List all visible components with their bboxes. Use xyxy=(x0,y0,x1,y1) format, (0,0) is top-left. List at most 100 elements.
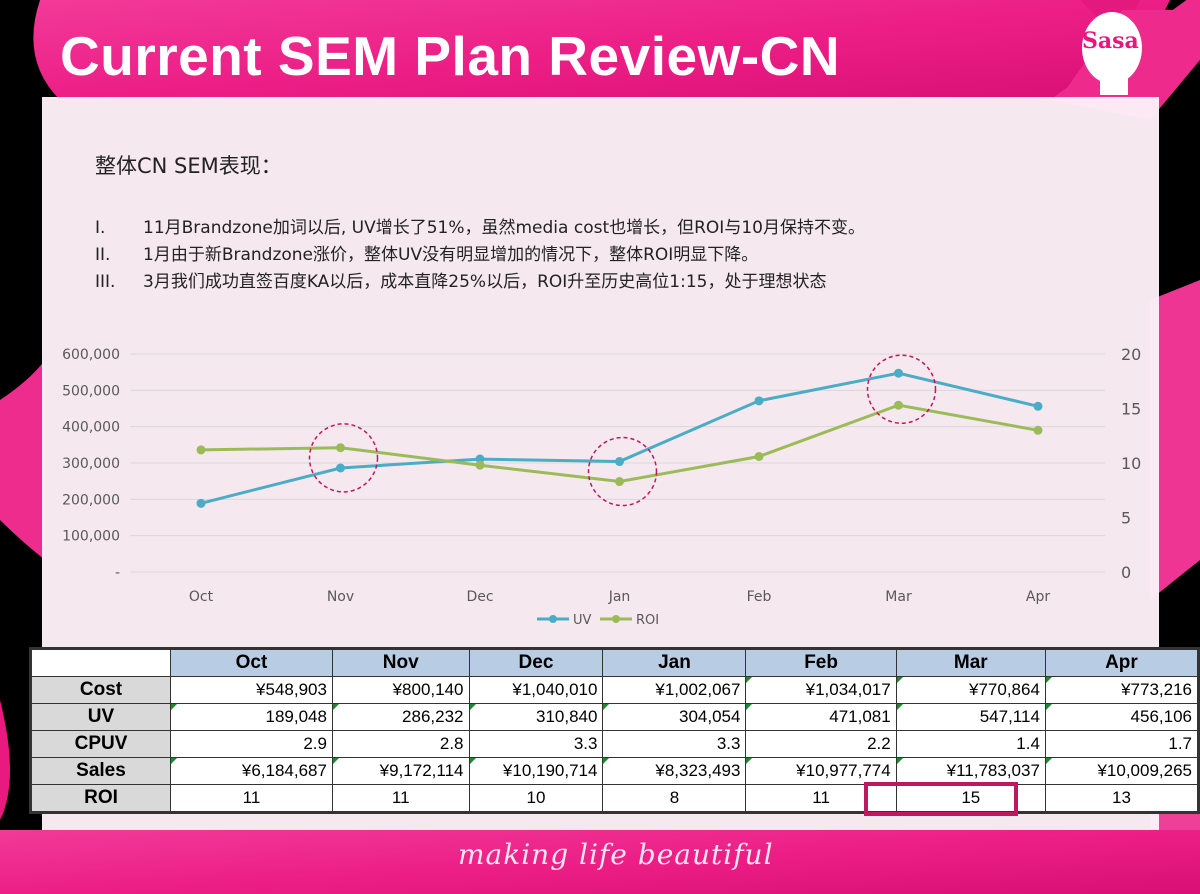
column-header: Jan xyxy=(602,648,747,677)
x-axis-tick: Jan xyxy=(608,589,631,605)
x-axis-tick: Dec xyxy=(466,589,493,605)
roi-data-point xyxy=(475,460,485,470)
legend-label: ROI xyxy=(636,613,659,628)
table-cell: ¥548,903 xyxy=(169,676,333,704)
table-cell: ¥1,002,067 xyxy=(602,676,747,704)
uv-data-point xyxy=(1033,401,1043,411)
error-flag-icon xyxy=(896,758,903,764)
error-flag-icon xyxy=(603,758,610,764)
x-axis-tick: Oct xyxy=(189,589,214,605)
table-corner xyxy=(30,648,171,677)
annotation-dashed-circle xyxy=(587,436,658,507)
column-header: Dec xyxy=(468,648,604,677)
roi-data-point xyxy=(894,400,903,410)
tagline: making life beautiful xyxy=(458,838,774,871)
table-cell: 3.3 xyxy=(468,730,604,758)
table-cell: 304,054 xyxy=(602,703,747,731)
logo-text: Sasa xyxy=(1082,28,1139,54)
error-flag-icon xyxy=(332,704,339,710)
table-cell: 1.7 xyxy=(1044,730,1200,758)
table-cell: 189,048 xyxy=(169,703,333,731)
right-axis-tick: 0 xyxy=(1121,563,1131,582)
error-flag-icon xyxy=(332,758,339,764)
bullet-text: 1月由于新Brandzone涨价，整体UV没有明显增加的情况下，整体ROI明显下… xyxy=(143,245,759,265)
column-header: Nov xyxy=(331,648,470,677)
bullet-text: 11月Brandzone加词以后, UV增长了51%，虽然media cost也… xyxy=(143,218,865,238)
roi-data-point xyxy=(615,477,624,487)
table-cell: 456,106 xyxy=(1044,703,1200,731)
highlight-box-mar-roi xyxy=(864,782,1018,816)
table-cell: ¥1,040,010 xyxy=(468,676,604,704)
table-cell: 547,114 xyxy=(895,703,1046,731)
roi-data-point xyxy=(196,445,206,455)
right-axis-tick: 10 xyxy=(1121,454,1141,473)
table-cell: 8 xyxy=(602,784,747,813)
table-cell: 2.2 xyxy=(745,730,897,758)
error-flag-icon xyxy=(1045,758,1052,764)
table-cell: 3.3 xyxy=(602,730,747,758)
error-flag-icon xyxy=(469,704,476,710)
table-cell: ¥773,216 xyxy=(1044,676,1200,704)
table-cell: 10 xyxy=(468,784,604,813)
row-header: UV xyxy=(30,703,171,731)
annotation-dashed-circle xyxy=(866,354,937,424)
error-flag-icon xyxy=(469,758,476,764)
table-cell: ¥10,190,714 xyxy=(468,757,604,785)
bullet-item: III. 3月我们成功直签百度KA以后，成本直降25%以后，ROI升至历史高位1… xyxy=(95,269,865,296)
column-header: Feb xyxy=(745,648,897,677)
row-header: Cost xyxy=(30,676,171,704)
table-row: UV 189,048 286,232 310,840 304,054 471,081 547… xyxy=(30,703,1200,731)
left-axis-tick: 200,000 xyxy=(62,492,120,508)
table-cell: ¥11,783,037 xyxy=(895,757,1046,785)
bullet-item: II. 1月由于新Brandzone涨价，整体UV没有明显增加的情况下，整体RO… xyxy=(95,242,865,269)
table-row: CPUV 2.9 2.8 3.3 3.3 2.2 1.4 1.7 xyxy=(30,730,1200,758)
table-row: Sales ¥6,184,687 ¥9,172,114 ¥10,190,714 ¥8,3… xyxy=(30,757,1200,785)
x-axis-tick: Feb xyxy=(747,589,772,605)
row-header: ROI xyxy=(30,784,171,813)
error-flag-icon xyxy=(746,704,753,710)
roi-data-point xyxy=(754,451,764,461)
table-cell: 11 xyxy=(745,784,897,813)
bullet-text: 3月我们成功直签百度KA以后，成本直降25%以后，ROI升至历史高位1:15，处… xyxy=(143,272,827,292)
sem-metrics-table: Oct Nov Dec Jan Feb Mar Apr Cost ¥548,903 ¥800,1… xyxy=(29,647,1200,814)
section-heading: 整体CN SEM表现： xyxy=(95,154,282,178)
table-cell: ¥8,323,493 xyxy=(602,757,747,785)
row-header: CPUV xyxy=(30,730,171,758)
uv-data-point xyxy=(615,457,624,467)
error-flag-icon xyxy=(603,704,610,710)
error-flag-icon xyxy=(170,758,177,764)
table-cell: 2.9 xyxy=(169,730,333,758)
x-axis-tick: Apr xyxy=(1026,589,1050,605)
legend-label: UV xyxy=(573,613,592,628)
table-cell: ¥10,009,265 xyxy=(1044,757,1200,785)
right-axis-tick: 5 xyxy=(1121,509,1131,528)
table-cell: 1.4 xyxy=(895,730,1046,758)
table-cell: ¥800,140 xyxy=(331,676,470,704)
right-axis-tick: 15 xyxy=(1121,400,1141,419)
left-axis-tick: 300,000 xyxy=(62,456,120,472)
column-header: Mar xyxy=(895,648,1046,677)
table-cell: 286,232 xyxy=(331,703,470,731)
table-cell: 310,840 xyxy=(468,703,604,731)
right-axis-tick: 20 xyxy=(1121,345,1141,364)
bullet-number: III. xyxy=(95,272,116,292)
left-axis-tick: - xyxy=(115,565,120,581)
roi-data-point xyxy=(1033,425,1043,435)
left-axis-tick: 600,000 xyxy=(62,347,120,363)
table-cell: ¥9,172,114 xyxy=(331,757,470,785)
error-flag-icon xyxy=(170,704,177,710)
bullet-number: II. xyxy=(95,245,111,265)
annotation-dashed-circle xyxy=(308,423,379,493)
table-cell: ¥6,184,687 xyxy=(169,757,333,785)
error-flag-icon xyxy=(896,677,903,683)
table-cell: ¥770,864 xyxy=(895,676,1046,704)
roi-data-point xyxy=(336,443,345,453)
table-cell: ¥10,977,774 xyxy=(745,757,897,785)
x-axis-tick: Nov xyxy=(327,589,354,605)
table-row: ROI 11 11 10 8 11 15 13 xyxy=(30,784,1200,813)
error-flag-icon xyxy=(1045,677,1052,683)
error-flag-icon xyxy=(896,704,903,710)
table-cell: 13 xyxy=(1044,784,1200,813)
column-header: Apr xyxy=(1044,648,1200,677)
